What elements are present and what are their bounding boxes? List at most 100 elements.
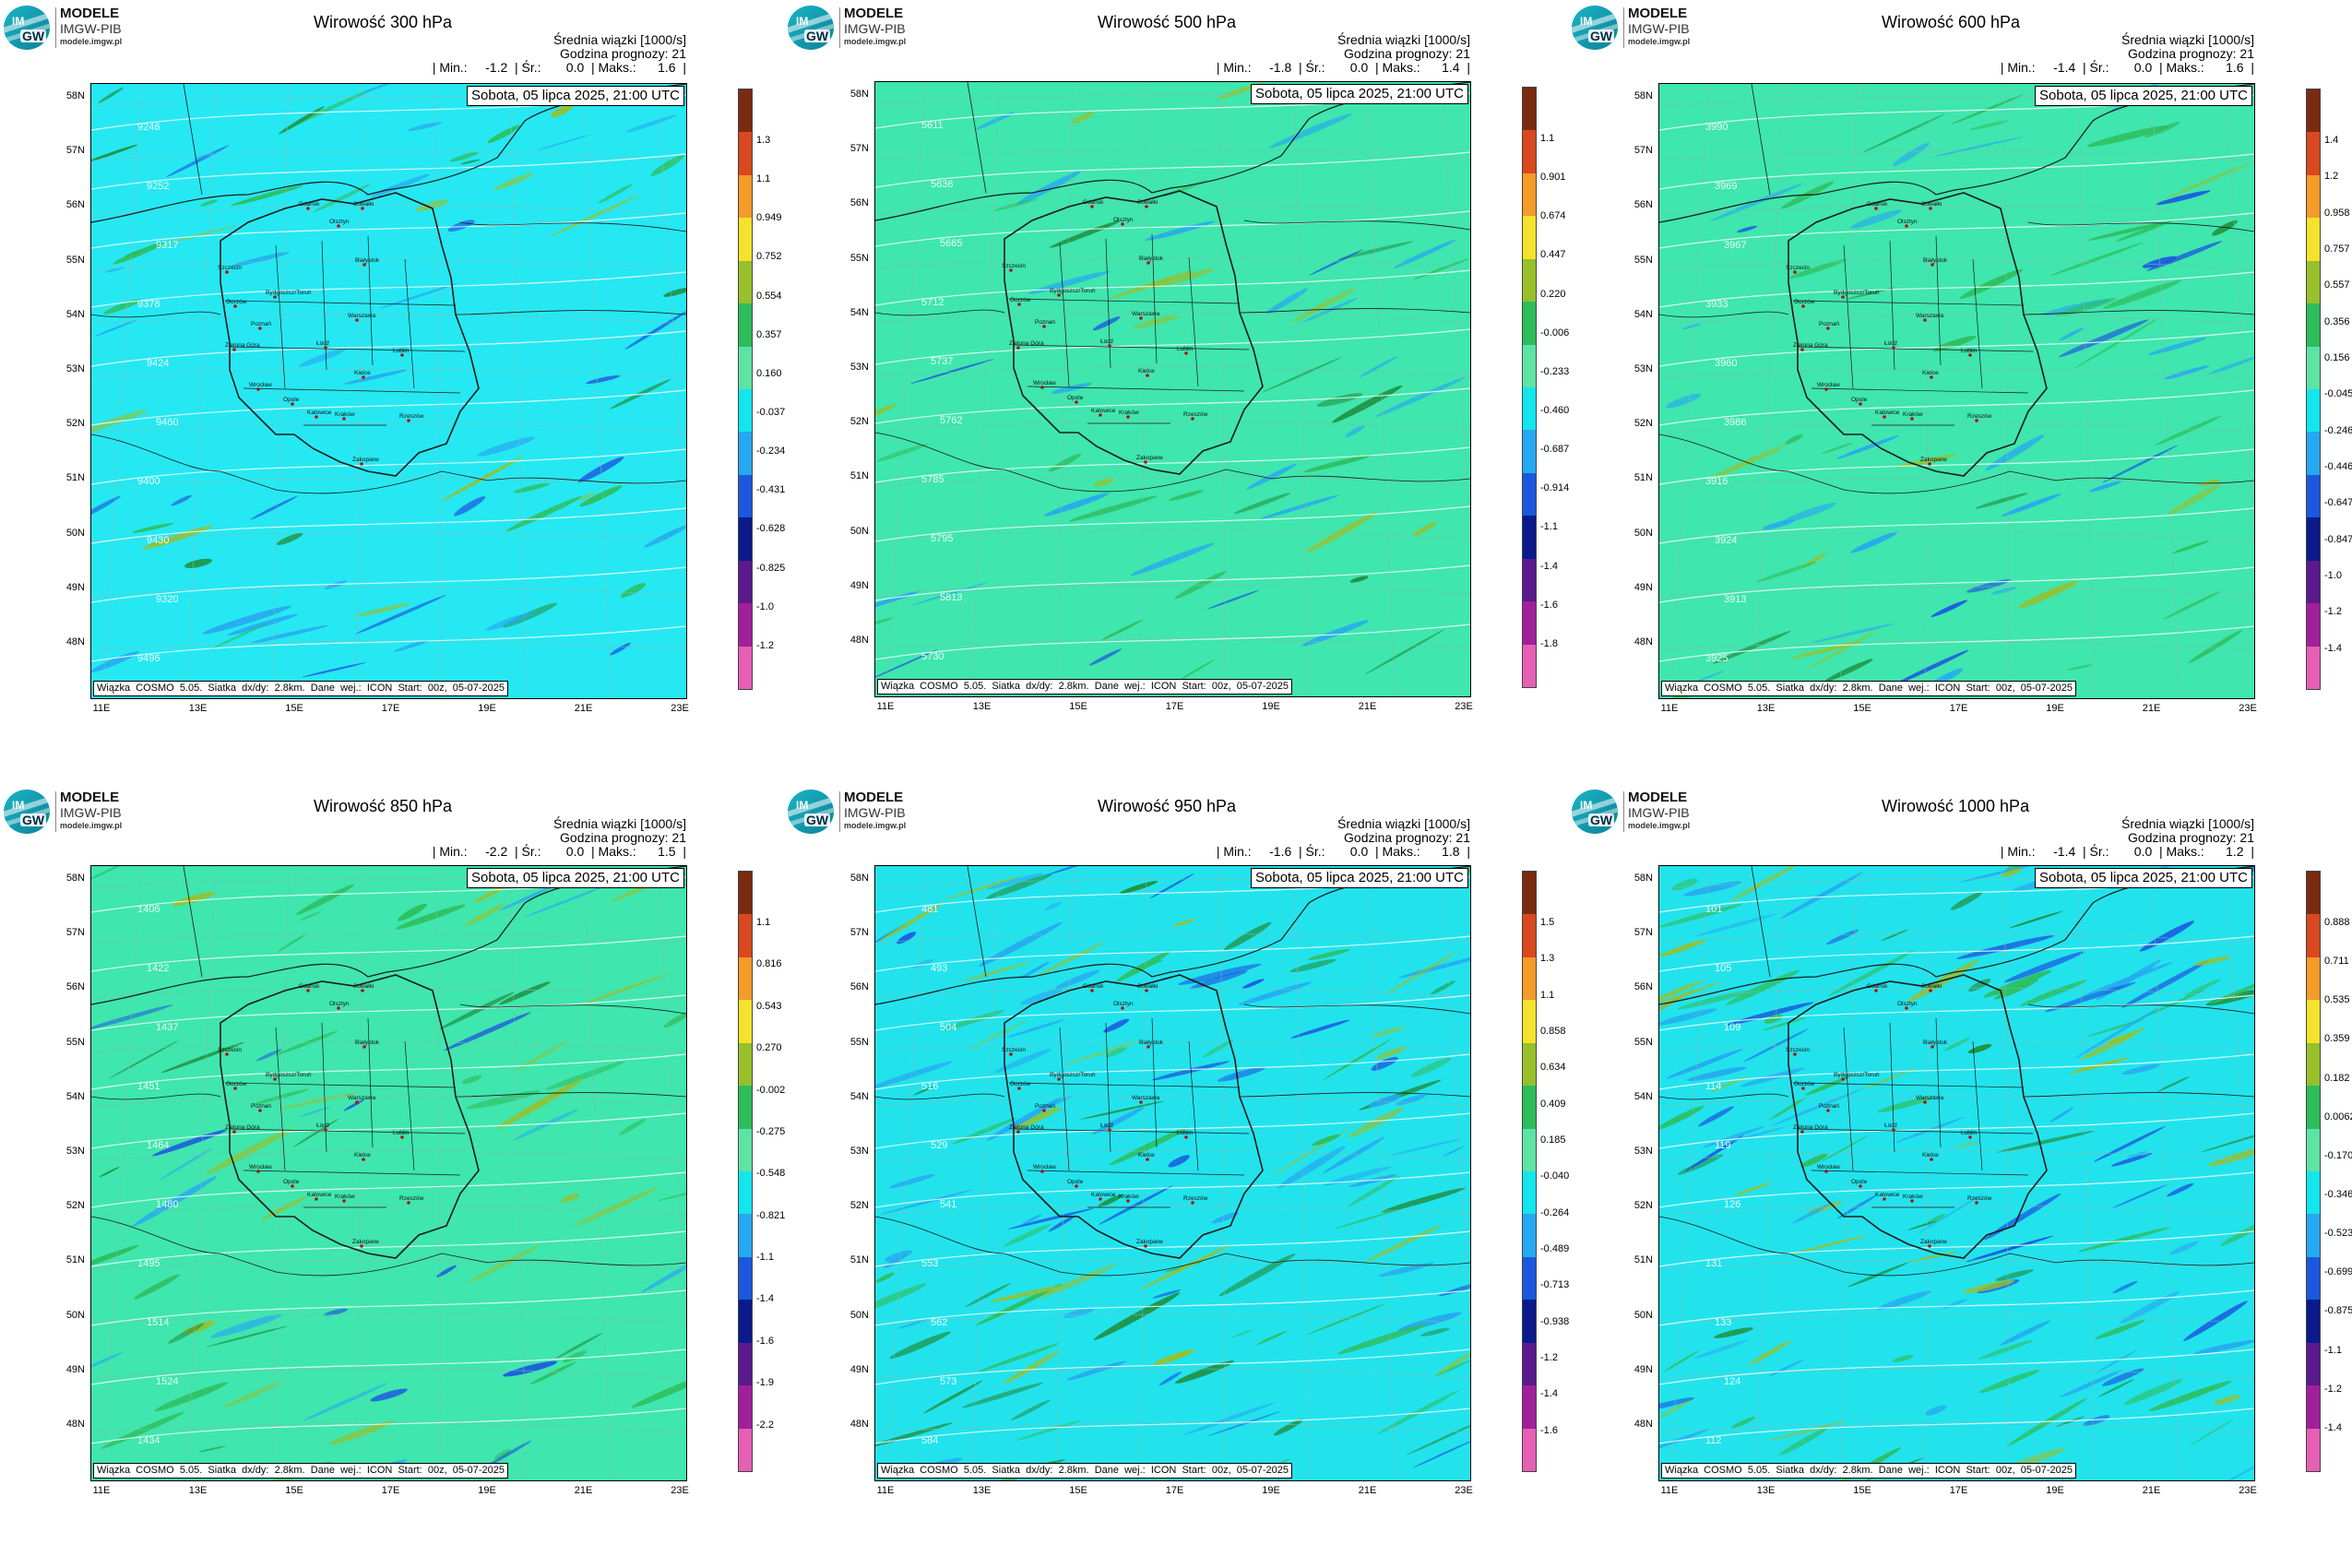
geopotential-contour bbox=[91, 448, 686, 485]
vorticity-streak bbox=[1182, 1402, 1276, 1436]
city-label: Suwałki bbox=[353, 983, 374, 990]
geopotential-contour bbox=[875, 151, 1470, 188]
vorticity-streak bbox=[885, 1250, 913, 1262]
city-label: Zakopane bbox=[1136, 1239, 1163, 1245]
valid-date-box: Sobota, 05 lipca 2025, 21:00 UTC bbox=[2035, 86, 2252, 106]
longitude-label: 19E bbox=[2046, 703, 2064, 714]
latitude-label: 50N bbox=[1633, 527, 1653, 539]
latitude-label: 49N bbox=[1633, 581, 1653, 593]
vorticity-streak bbox=[1730, 1417, 1756, 1429]
vorticity-streak bbox=[1238, 981, 1312, 1005]
longitude-label: 15E bbox=[285, 703, 303, 714]
city-label: Gdańsk bbox=[1867, 201, 1888, 208]
latitude-label: 58N bbox=[65, 90, 85, 101]
city-marker bbox=[273, 295, 277, 299]
latitude-gridline bbox=[875, 1150, 1470, 1161]
city-marker bbox=[1145, 205, 1148, 208]
vorticity-streak bbox=[1791, 1235, 1868, 1254]
longitude-gridline bbox=[1219, 82, 1227, 696]
vorticity-map: 481 493 504 516 529 541 553 562 573 584 Gdańsk Olsz… bbox=[874, 865, 1471, 1481]
longitude-label: 19E bbox=[478, 703, 496, 714]
vorticity-streak bbox=[561, 1193, 580, 1203]
geopotential-contour bbox=[875, 210, 1470, 247]
vorticity-streak bbox=[370, 1388, 408, 1402]
colour-scale-label: -1.6 bbox=[756, 1335, 774, 1347]
city-label: Zielona Góra bbox=[1009, 1124, 1044, 1131]
longitude-label: 23E bbox=[2239, 703, 2257, 714]
city-marker bbox=[1144, 460, 1147, 464]
vorticity-streak bbox=[978, 921, 1063, 968]
vorticity-streak bbox=[223, 1381, 282, 1408]
vorticity-streak bbox=[1333, 1206, 1408, 1229]
colour-scale-bar bbox=[2306, 89, 2321, 690]
vorticity-streak bbox=[168, 1323, 205, 1344]
vorticity-streak bbox=[1011, 1107, 1062, 1131]
vorticity-streak bbox=[184, 558, 212, 568]
vorticity-streak bbox=[1820, 1135, 1869, 1162]
city-label: Lublin bbox=[393, 1130, 410, 1136]
city-label: Lublin bbox=[1177, 1130, 1194, 1136]
city-label: Opole bbox=[1851, 397, 1868, 403]
latitude-gridline bbox=[91, 1259, 686, 1270]
latitude-gridline bbox=[1659, 1368, 2254, 1379]
vorticity-streak bbox=[1323, 1136, 1385, 1174]
vorticity-streak bbox=[1316, 393, 1363, 408]
vorticity-streak bbox=[641, 1254, 686, 1293]
vorticity-streak bbox=[994, 1048, 1051, 1074]
longitude-label: 11E bbox=[1660, 703, 1679, 714]
vorticity-streak bbox=[205, 1325, 289, 1348]
vorticity-streak bbox=[1152, 1289, 1182, 1299]
city-label: Wrocław bbox=[249, 1164, 272, 1170]
vorticity-streak bbox=[1006, 1019, 1065, 1038]
city-marker bbox=[1800, 1130, 1804, 1134]
longitude-label: 11E bbox=[876, 1485, 895, 1496]
city-label: Poznań bbox=[1819, 1103, 1839, 1110]
poland-outline bbox=[1788, 974, 2048, 1259]
geopotential-contour bbox=[91, 625, 686, 662]
city-label: Białystok bbox=[355, 1039, 380, 1046]
latitude-gridline bbox=[91, 1205, 686, 1216]
vorticity-streak bbox=[1218, 1253, 1296, 1297]
contour-label: 9400 bbox=[137, 476, 160, 487]
contour-label: 541 bbox=[940, 1199, 956, 1210]
city-label: Łódź bbox=[316, 1123, 329, 1129]
latitude-label: 57N bbox=[849, 143, 869, 155]
city-label: Zielona Góra bbox=[225, 1124, 260, 1131]
vorticity-streak bbox=[1835, 434, 1900, 459]
geopotential-contour bbox=[1659, 1171, 2254, 1208]
vorticity-streak bbox=[1290, 1019, 1350, 1039]
vorticity-streak bbox=[171, 494, 192, 506]
country-border bbox=[875, 1093, 1005, 1100]
colour-scale-label: 0.409 bbox=[1540, 1098, 1566, 1110]
latitude-label: 55N bbox=[849, 1036, 869, 1048]
colour-scale-label: -1.6 bbox=[1540, 1424, 1558, 1436]
logo-mark-im: IM bbox=[12, 15, 25, 28]
latitude-label: 57N bbox=[849, 927, 869, 939]
vorticity-streak bbox=[1049, 453, 1082, 472]
panel-title: Wirowość 500 hPa bbox=[1098, 13, 1237, 31]
colour-scale-label: -1.4 bbox=[1540, 1388, 1558, 1400]
contour-label: 3967 bbox=[1724, 240, 1746, 251]
imgw-logo-mark bbox=[4, 790, 50, 834]
vorticity-streak bbox=[302, 662, 367, 678]
vorticity-streak bbox=[1683, 881, 1742, 897]
city-label: Zielona Góra bbox=[1009, 340, 1044, 347]
country-border bbox=[2023, 310, 2254, 315]
vorticity-streak bbox=[1018, 961, 1051, 980]
vorticity-streak bbox=[1003, 1350, 1060, 1384]
contour-label: 3925 bbox=[1705, 653, 1728, 664]
longitude-label: 23E bbox=[2239, 1485, 2257, 1496]
vorticity-streak bbox=[550, 194, 640, 237]
vorticity-streak bbox=[2207, 356, 2254, 375]
imgw-logo: IM GW MODELE IMGW-PIB modele.imgw.pl bbox=[788, 790, 935, 836]
vorticity-streak bbox=[2172, 540, 2210, 554]
vorticity-streak bbox=[1151, 268, 1215, 289]
vorticity-streak bbox=[923, 1380, 983, 1414]
vorticity-streak bbox=[1933, 137, 2024, 158]
colour-scale-label: 0.888 bbox=[2324, 917, 2350, 928]
vorticity-streak bbox=[1303, 455, 1372, 473]
colour-scale-label: 0.674 bbox=[1540, 210, 1566, 222]
city-marker bbox=[1139, 1100, 1143, 1104]
vorticity-streak bbox=[99, 1167, 120, 1178]
city-label: Gorzów bbox=[226, 1081, 247, 1087]
